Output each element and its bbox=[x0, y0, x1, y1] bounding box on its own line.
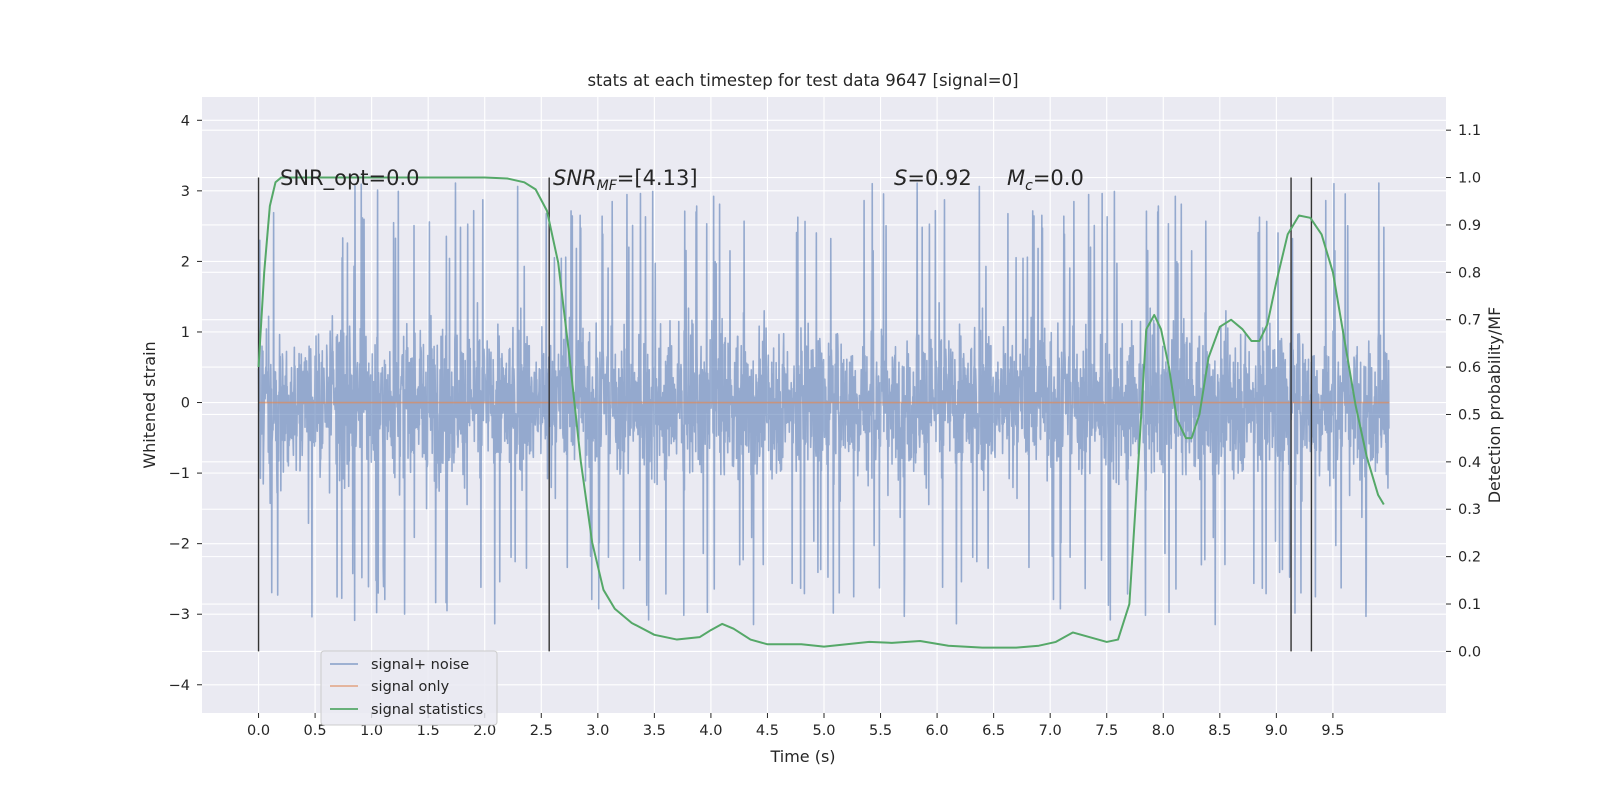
annotation-s: S=0.92 bbox=[894, 166, 972, 190]
y2-axis-label: Detection probability/MF bbox=[1485, 307, 1504, 504]
x-tick-label: 3.5 bbox=[643, 723, 666, 739]
y2-tick-label: 1.0 bbox=[1458, 171, 1481, 187]
y2-tick-label: 0.0 bbox=[1458, 644, 1481, 660]
y2-tick-label: 0.8 bbox=[1458, 265, 1481, 281]
annotation-mc-value: =0.0 bbox=[1033, 166, 1084, 190]
y-tick-label: −4 bbox=[169, 678, 190, 694]
annotation-snr-mf-subscript: MF bbox=[597, 178, 618, 194]
y-tick-label: 0 bbox=[181, 396, 190, 412]
signal-statistics-line bbox=[257, 176, 1385, 649]
x-tick-label: 8.0 bbox=[1152, 723, 1175, 739]
legend: signal+ noise signal only signal statist… bbox=[320, 650, 498, 726]
x-tick-label: 1.0 bbox=[360, 723, 383, 739]
y-axis-label: Whitened strain bbox=[140, 341, 159, 468]
x-tick-label: 2.0 bbox=[473, 723, 496, 739]
x-tick-label: 0.5 bbox=[304, 723, 327, 739]
legend-label-signal-only: signal only bbox=[371, 679, 450, 695]
y2-tick-label: 0.2 bbox=[1458, 550, 1481, 566]
x-tick-label: 2.5 bbox=[530, 723, 553, 739]
y2-tick-label: 1.1 bbox=[1458, 123, 1481, 139]
annotation-s-value: =0.92 bbox=[907, 166, 971, 190]
annotation-snr-mf: SNRMF=[4.13] bbox=[553, 166, 698, 194]
x-tick-label: 9.5 bbox=[1321, 723, 1344, 739]
annotation-mc-symbol: M bbox=[1007, 166, 1025, 190]
x-tick-label: 5.0 bbox=[812, 723, 835, 739]
x-tick-label: 6.0 bbox=[926, 723, 949, 739]
x-tick-label: 1.5 bbox=[417, 723, 440, 739]
y2-tick-label: 0.9 bbox=[1458, 218, 1481, 234]
annotation-s-symbol: S bbox=[894, 166, 907, 190]
x-tick-label: 8.5 bbox=[1208, 723, 1231, 739]
y2-tick-label: 0.6 bbox=[1458, 360, 1481, 376]
x-tick-label: 4.0 bbox=[699, 723, 722, 739]
y2-tick-label: 0.5 bbox=[1458, 407, 1481, 423]
legend-label-signal-statistics: signal statistics bbox=[371, 702, 483, 718]
y-tick-label: 4 bbox=[181, 113, 190, 129]
y2-tick-label: 0.1 bbox=[1458, 597, 1481, 613]
signal-statistics-series bbox=[257, 176, 1385, 649]
y-tick-label: −1 bbox=[169, 466, 190, 482]
y2-tick-label: 0.3 bbox=[1458, 502, 1481, 518]
x-tick-label: 3.0 bbox=[586, 723, 609, 739]
y-tick-label: −2 bbox=[169, 537, 190, 553]
x-tick-label: 9.0 bbox=[1265, 723, 1288, 739]
chart-title: stats at each timestep for test data 964… bbox=[587, 71, 1018, 90]
legend-label-signal-noise: signal+ noise bbox=[371, 657, 469, 673]
y2-tick-label: 0.4 bbox=[1458, 455, 1481, 471]
x-tick-label: 7.0 bbox=[1039, 723, 1062, 739]
signal-noise-series bbox=[257, 182, 1390, 626]
y-tick-label: 3 bbox=[181, 184, 190, 200]
axis-ticks: 0.0 0.5 1.0 1.5 2.0 2.5 3.0 3.5 4.0 4.5 5.0 5.5 6.0 6… bbox=[169, 113, 1481, 739]
x-tick-label: 5.5 bbox=[869, 723, 892, 739]
x-tick-label: 0.0 bbox=[247, 723, 270, 739]
legend-frame bbox=[320, 650, 498, 726]
signal-noise-line bbox=[257, 182, 1390, 626]
annotation-snr-mf-value: =[4.13] bbox=[617, 166, 698, 190]
x-axis-label: Time (s) bbox=[769, 747, 835, 766]
annotation-snr-opt: SNR_opt=0.0 bbox=[280, 166, 420, 191]
x-tick-label: 4.5 bbox=[756, 723, 779, 739]
vertical-markers bbox=[257, 177, 1313, 652]
annotation-mc: Mc=0.0 bbox=[1007, 166, 1084, 194]
y-tick-label: 1 bbox=[181, 325, 190, 341]
x-tick-label: 7.5 bbox=[1095, 723, 1118, 739]
y-tick-label: 2 bbox=[181, 254, 190, 270]
annotation-snr-mf-symbol: SNR bbox=[553, 166, 597, 190]
x-tick-label: 6.5 bbox=[982, 723, 1005, 739]
annotation-mc-subscript: c bbox=[1025, 178, 1033, 194]
y-tick-label: −3 bbox=[169, 607, 190, 623]
y2-tick-label: 0.7 bbox=[1458, 313, 1481, 329]
